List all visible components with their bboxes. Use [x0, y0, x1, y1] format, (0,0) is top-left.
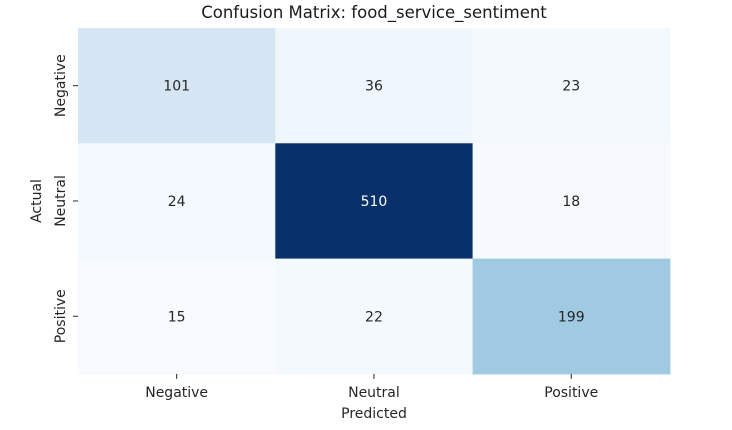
- x-tick-label: Positive: [544, 385, 598, 401]
- heatmap-cell-negative-positive: [472, 28, 671, 144]
- heatmap-cell-positive-positive: [472, 258, 671, 375]
- cell-value-label: 510: [361, 194, 388, 210]
- cell-value-label: 18: [562, 194, 580, 210]
- cell-value-label: 15: [168, 309, 186, 325]
- chart-title: Confusion Matrix: food_service_sentiment: [201, 3, 547, 23]
- heatmap-cell-positive-negative: [78, 258, 276, 375]
- x-tick-label: Negative: [145, 385, 208, 401]
- cell-value-labels: 101 36 23 24 510 18 15 22 199: [163, 79, 584, 326]
- heatmap-cell-neutral-neutral: [275, 143, 474, 260]
- y-axis-ticks: Negative Neutral Positive: [53, 54, 78, 343]
- y-tick-label: Negative: [53, 54, 69, 117]
- heatmap-cells: [78, 28, 671, 375]
- y-axis-title: Actual: [29, 179, 45, 223]
- heatmap-cell-neutral-positive: [472, 143, 671, 260]
- y-tick-label: Neutral: [53, 175, 69, 227]
- heatmap-cell-negative-neutral: [275, 28, 474, 144]
- heatmap-cell-negative-negative: [78, 28, 276, 144]
- heatmap-cell-positive-neutral: [275, 258, 474, 375]
- heatmap-cell-neutral-negative: [78, 143, 276, 260]
- x-axis-ticks: Negative Neutral Positive: [145, 373, 598, 401]
- cell-value-label: 24: [168, 194, 186, 210]
- cell-value-label: 22: [365, 309, 383, 325]
- cell-value-label: 23: [562, 79, 580, 95]
- x-axis-title: Predicted: [341, 406, 407, 422]
- y-tick-label: Positive: [53, 289, 69, 343]
- cell-value-label: 199: [558, 309, 585, 325]
- cell-value-label: 36: [365, 79, 383, 95]
- x-tick-label: Neutral: [348, 385, 400, 401]
- cell-value-label: 101: [163, 79, 190, 95]
